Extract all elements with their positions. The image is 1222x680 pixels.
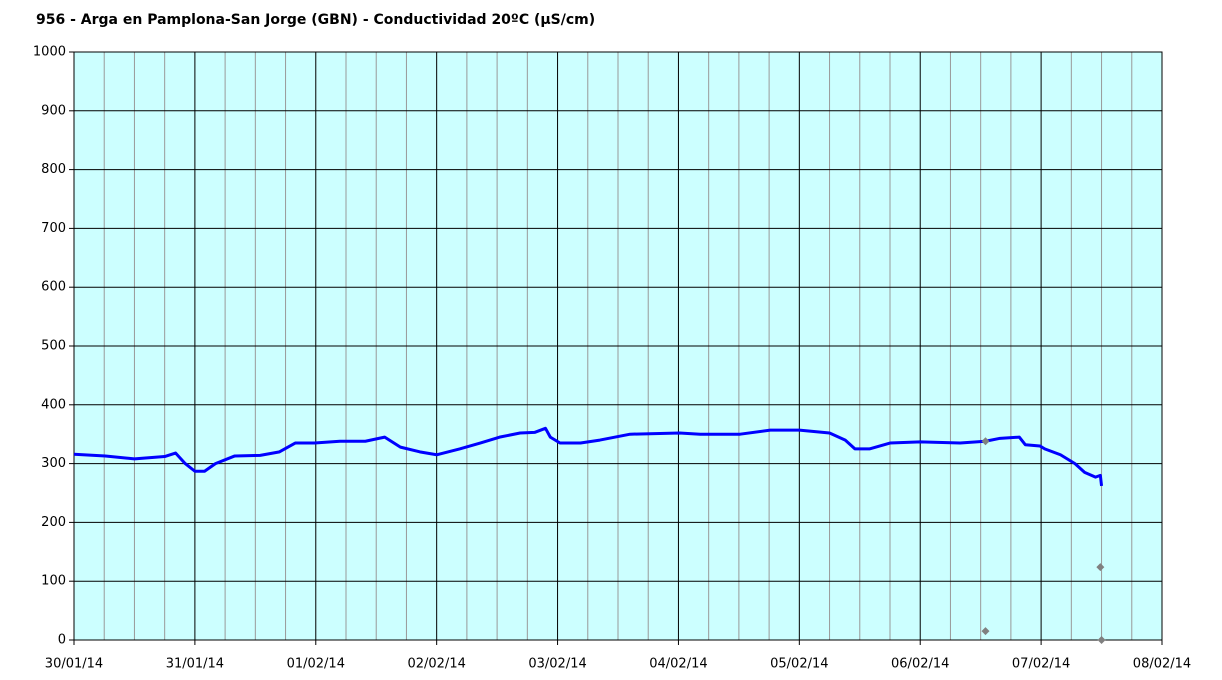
- x-tick-label: 06/02/14: [891, 657, 949, 672]
- y-tick-label: 300: [41, 456, 66, 471]
- y-tick-label: 800: [41, 162, 66, 177]
- x-tick-label: 08/02/14: [1133, 657, 1191, 672]
- x-tick-label: 02/02/14: [407, 657, 465, 672]
- data-point: [1097, 636, 1106, 644]
- y-tick-label: 700: [41, 221, 66, 236]
- y-tick-label: 900: [41, 103, 66, 118]
- y-tick-label: 600: [41, 280, 66, 295]
- x-tick-label: 30/01/14: [45, 657, 103, 672]
- y-tick-label: 0: [58, 633, 66, 648]
- plot-border: [73, 51, 1163, 641]
- x-tick-label: 04/02/14: [649, 657, 707, 672]
- data-point: [981, 627, 990, 636]
- chart-title: 956 - Arga en Pamplona-San Jorge (GBN) -…: [36, 12, 595, 28]
- x-tick-label: 31/01/14: [166, 657, 224, 672]
- x-tick-label: 01/02/14: [287, 657, 345, 672]
- y-tick-label: 1000: [33, 45, 66, 60]
- y-tick-label: 200: [41, 515, 66, 530]
- y-tick-label: 100: [41, 574, 66, 589]
- data-point: [1096, 563, 1105, 572]
- x-tick-label: 07/02/14: [1012, 657, 1070, 672]
- y-tick-label: 500: [41, 339, 66, 354]
- x-tick-label: 03/02/14: [528, 657, 586, 672]
- data-point: [981, 437, 990, 446]
- data-line: [73, 426, 1104, 487]
- y-tick-label: 400: [41, 397, 66, 412]
- x-tick-label: 05/02/14: [770, 657, 828, 672]
